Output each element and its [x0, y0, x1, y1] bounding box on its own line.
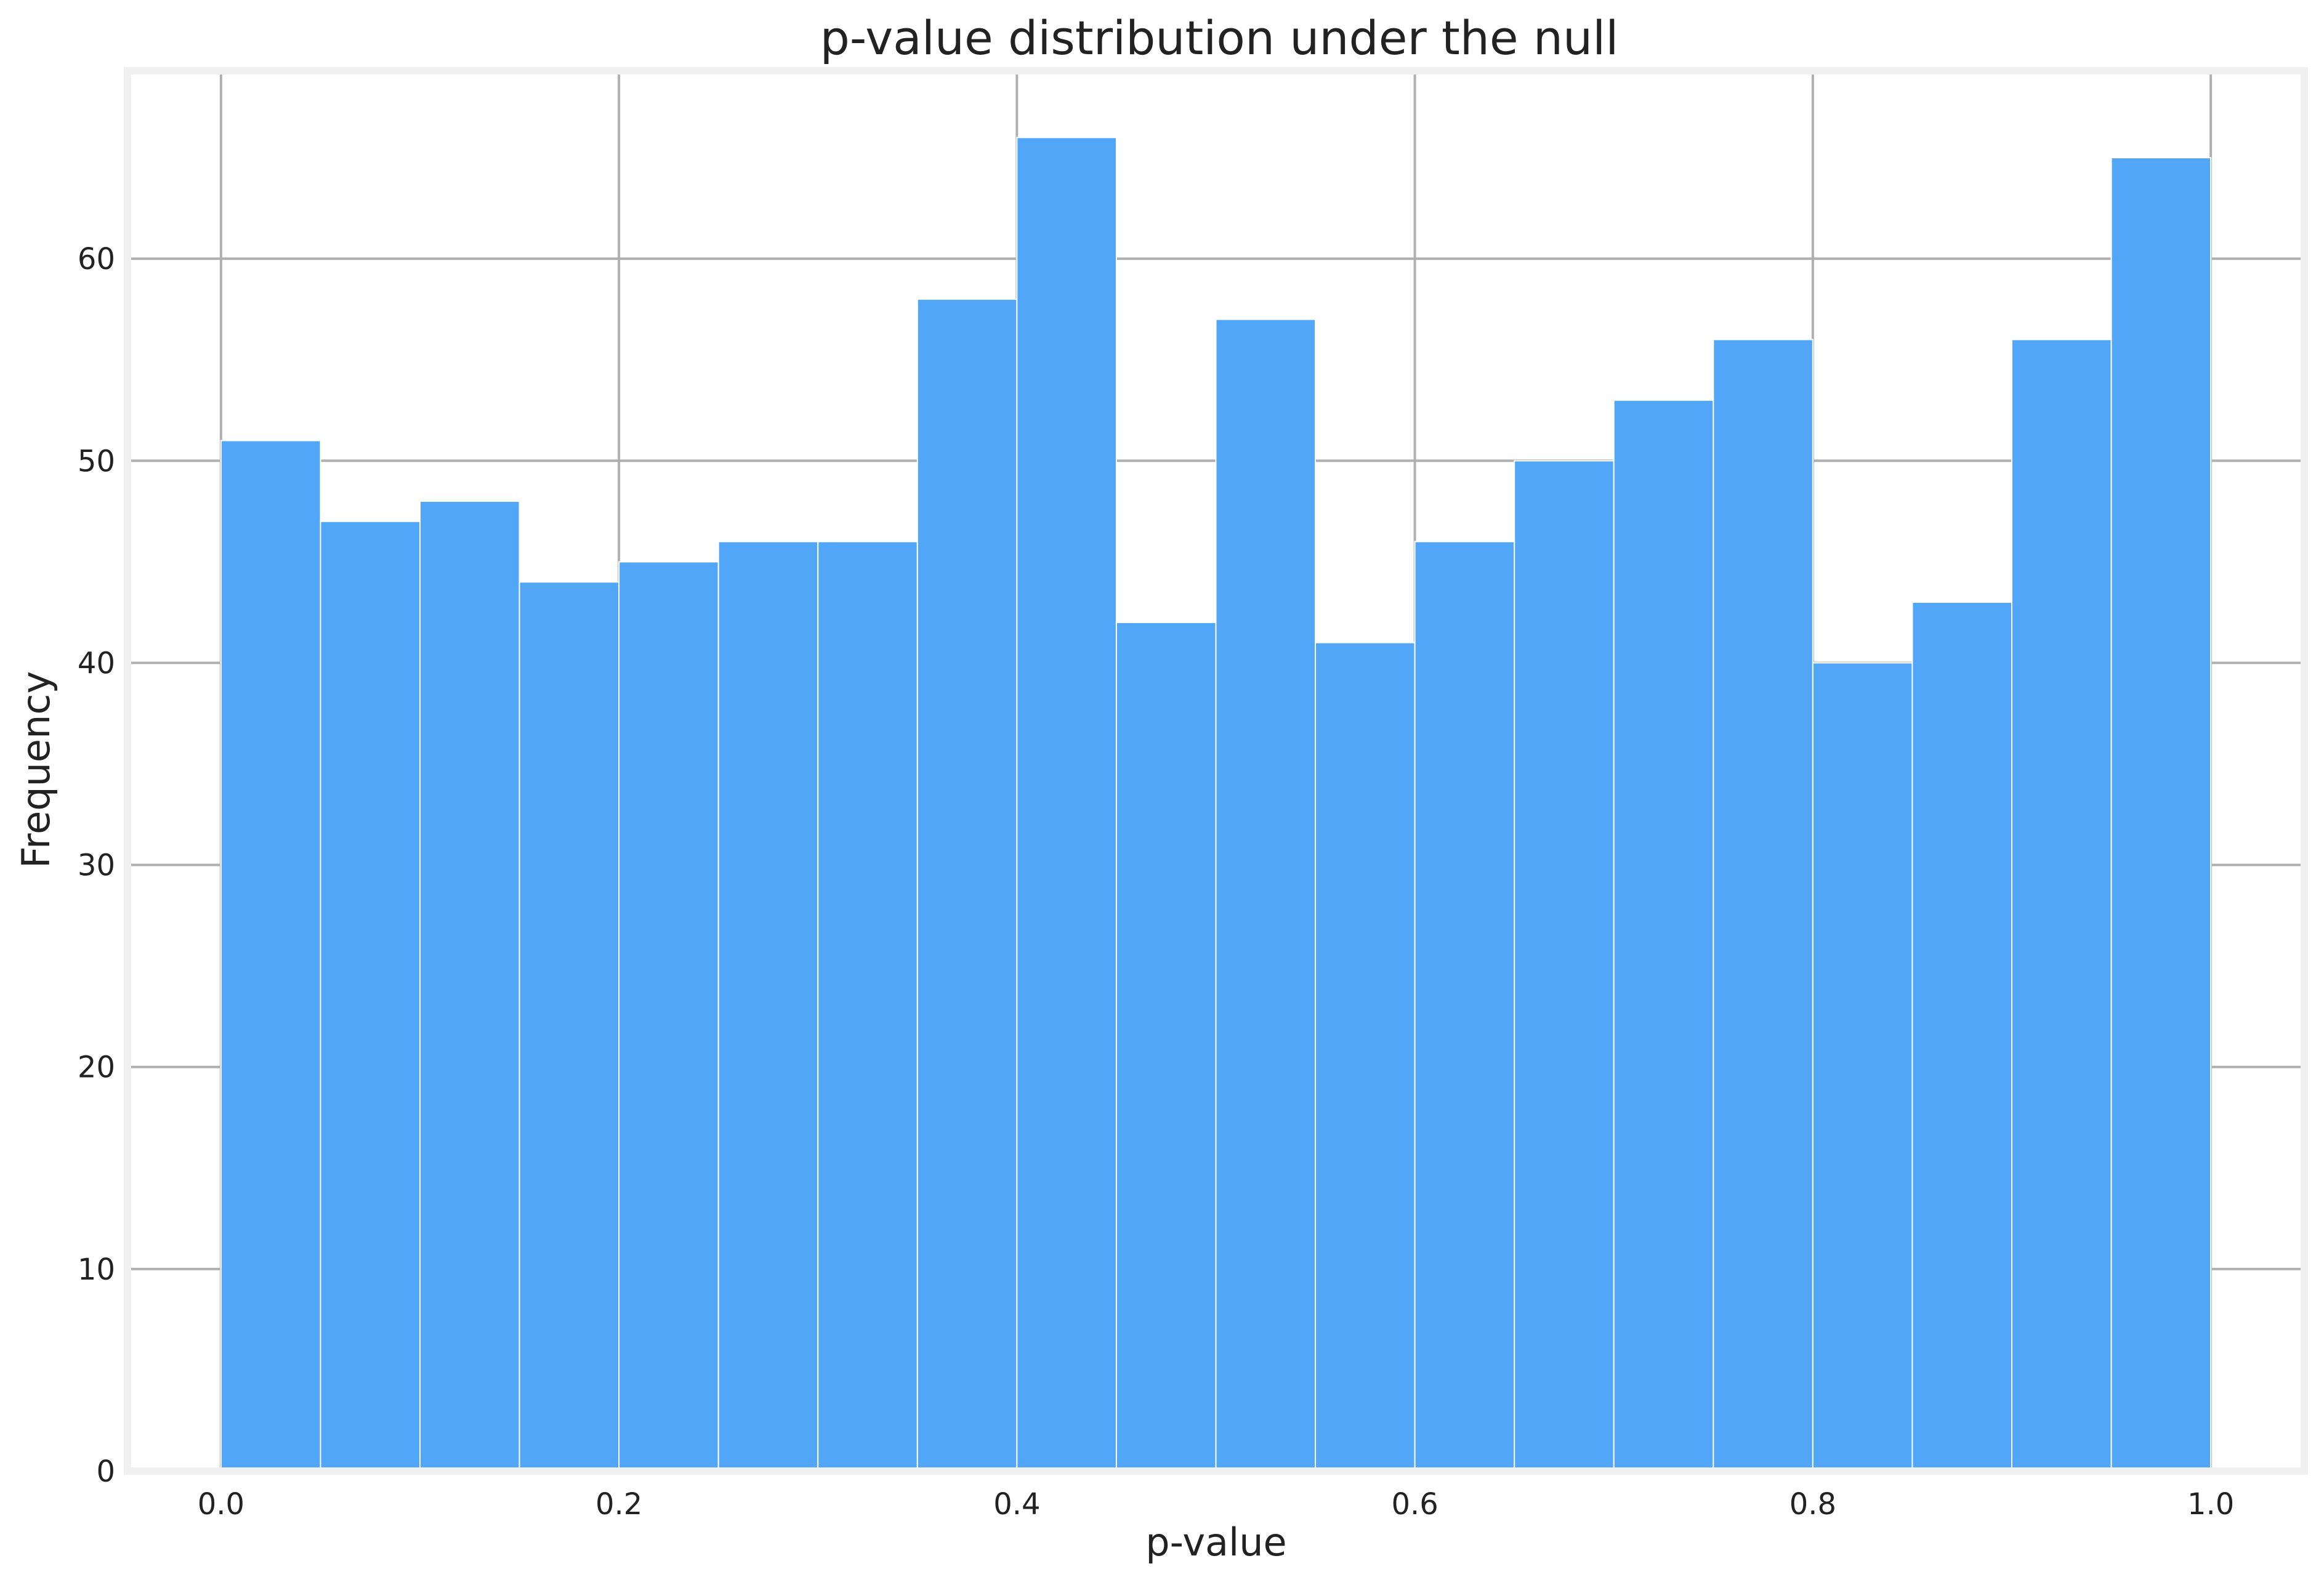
tick-labels: 0.0 0.2 0.4 0.6 0.8 1.0 0 10 20 30 40 50 60 [78, 242, 2234, 1522]
y-tick-label: 20 [78, 1051, 115, 1085]
histogram-bar [1215, 318, 1317, 1472]
y-tick-label: 10 [78, 1252, 115, 1287]
x-tick-label: 0.6 [1391, 1487, 1438, 1522]
histogram-bar [1911, 602, 2013, 1472]
histogram-bar [1016, 137, 1117, 1472]
y-tick-label: 0 [96, 1454, 115, 1489]
histogram-bar [1315, 642, 1416, 1472]
histogram-bar [1115, 621, 1217, 1472]
histogram-bar [916, 298, 1018, 1472]
x-axis-label: p-value [1145, 1520, 1286, 1565]
histogram-bar [220, 440, 321, 1472]
y-axis-label: Frequency [14, 671, 59, 868]
x-tick-label: 0.8 [1789, 1487, 1836, 1522]
histogram-bar [1713, 339, 1814, 1472]
chart-title: p-value distribution under the null [820, 10, 1619, 65]
histogram-bar [1613, 399, 1714, 1472]
y-tick-label: 50 [78, 444, 115, 478]
histogram-bar [518, 581, 620, 1472]
histogram-bar [717, 541, 819, 1472]
x-tick-label: 1.0 [2187, 1487, 2234, 1522]
y-tick-label: 60 [78, 242, 115, 276]
y-tick-label: 40 [78, 646, 115, 680]
y-tick-label: 30 [78, 849, 115, 883]
x-tick-label: 0.2 [595, 1487, 642, 1522]
histogram-bar [817, 541, 918, 1472]
histogram-bar [1514, 460, 1615, 1472]
histogram-bars [220, 137, 2212, 1472]
x-tick-label: 0.4 [993, 1487, 1040, 1522]
histogram-bar [320, 520, 421, 1472]
x-tick-label: 0.0 [198, 1487, 244, 1522]
histogram-bar [2011, 339, 2112, 1472]
plot-frame [124, 67, 2308, 1475]
histogram-bar [618, 561, 719, 1472]
histogram-bar [2110, 157, 2212, 1472]
histogram-bar [1812, 662, 1913, 1472]
histogram-bar [1414, 541, 1515, 1472]
histogram-bar [419, 500, 520, 1472]
